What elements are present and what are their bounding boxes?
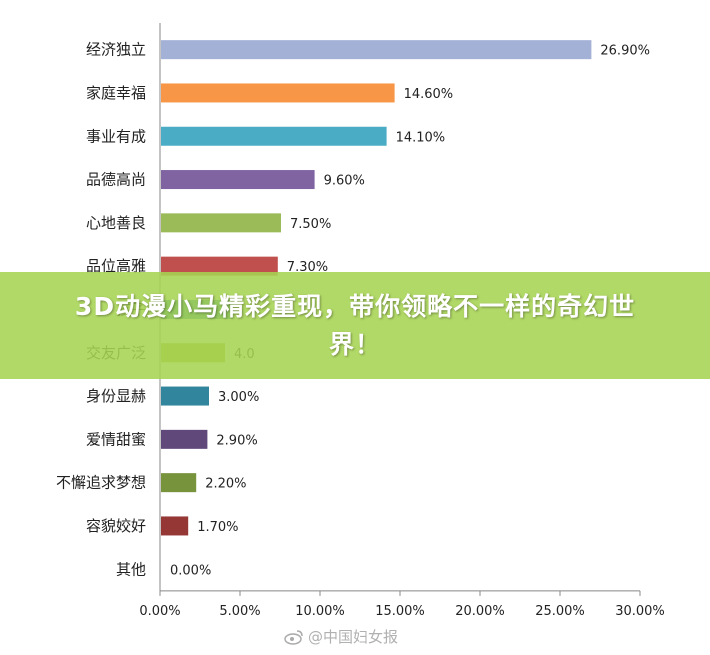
category-label-8: 身份显赫 (86, 387, 146, 405)
bar-9 (161, 429, 208, 449)
category-label-5: 品位高雅 (86, 257, 146, 275)
bar-2 (161, 126, 387, 146)
category-label-12: 其他 (116, 560, 146, 578)
value-label-10: 2.20% (205, 477, 246, 492)
category-label-2: 事业有成 (86, 127, 146, 145)
category-label-10: 不懈追求梦想 (56, 474, 146, 492)
value-label-12: 0.00% (170, 563, 211, 578)
value-label-2: 14.10% (396, 130, 446, 145)
value-label-9: 2.90% (216, 433, 257, 448)
bar-4 (161, 213, 281, 233)
x-tick-labels: 0.00% 5.00% 10.00% 15.00% 20.00% 25.00% 30.00% (139, 590, 665, 619)
bar-3 (161, 170, 315, 190)
headline-banner: 3D动漫小马精彩重现，带你领略不一样的奇幻世界！ (0, 272, 710, 379)
category-label-0: 经济独立 (86, 41, 146, 59)
x-tick-label-0: 0.00% (139, 604, 180, 619)
category-label-9: 爱情甜蜜 (86, 430, 146, 448)
category-label-3: 品德高尚 (86, 171, 146, 189)
value-label-5: 7.30% (287, 260, 328, 275)
bar-10 (161, 473, 197, 493)
category-label-4: 心地善良 (86, 214, 146, 232)
x-tick-label-3: 15.00% (375, 604, 425, 619)
x-tick-label-1: 5.00% (219, 604, 260, 619)
watermark-text: @中国妇女报 (308, 628, 399, 646)
headline-text: 3D动漫小马精彩重现，带你领略不一样的奇幻世界！ (74, 291, 636, 359)
x-tick-label-4: 20.00% (455, 604, 505, 619)
category-label-11: 容貌姣好 (86, 517, 146, 535)
bar-5 (161, 256, 278, 276)
value-label-1: 14.60% (404, 87, 454, 102)
watermark: @中国妇女报 (284, 626, 398, 647)
category-label-1: 家庭幸福 (86, 84, 146, 102)
x-tick-label-2: 10.00% (295, 604, 345, 619)
value-label-11: 1.70% (197, 520, 238, 535)
bar-1 (161, 83, 395, 103)
value-label-4: 7.50% (290, 217, 331, 232)
value-label-3: 9.60% (324, 174, 365, 189)
bar-0 (161, 40, 592, 60)
bar-8 (161, 386, 209, 406)
value-label-0: 26.90% (600, 44, 650, 59)
bar-11 (161, 516, 189, 536)
value-labels: 26.90%14.60%14.10%9.60%7.50%7.30%4.03.00… (170, 44, 650, 579)
x-tick-label-5: 25.00% (535, 604, 585, 619)
value-label-8: 3.00% (218, 390, 259, 405)
weibo-icon (284, 629, 304, 645)
x-tick-label-6: 30.00% (615, 604, 665, 619)
